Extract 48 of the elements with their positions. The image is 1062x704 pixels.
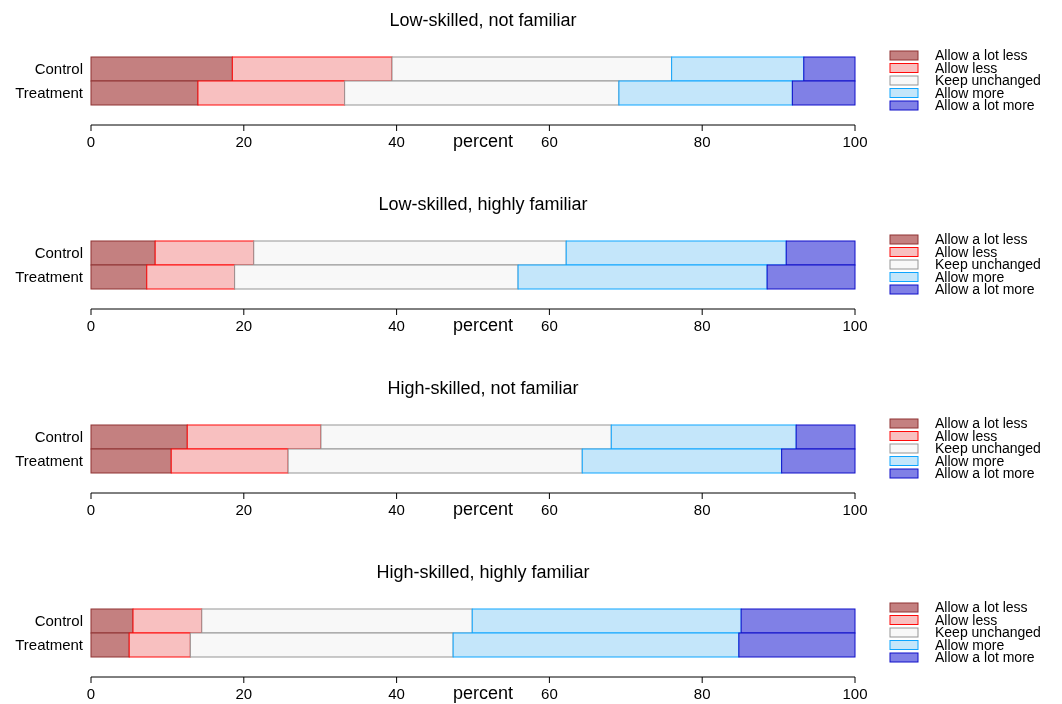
x-tick-label: 80 [693,501,711,518]
x-axis-title: percent [452,131,514,151]
x-axis-title: percent [452,499,514,519]
x-tick-label: 20 [235,317,253,334]
y-tick-label: Treatment [15,268,84,285]
x-tick-label: 60 [541,133,558,150]
y-tick-label: Control [34,60,83,77]
x-tick-label: 0 [86,317,96,334]
y-tick-label: Treatment [15,636,84,653]
legend-label: Allow a lot less [935,231,1028,247]
x-axis-title: percent [452,315,514,335]
x-tick-label: 20 [235,685,253,702]
x-tick-label: 60 [541,317,558,334]
legend-label: Allow a lot more [935,281,1035,297]
x-tick-label: 80 [693,317,711,334]
x-tick-label: 60 [541,685,558,702]
legend-label: Allow a lot less [935,415,1028,431]
chart-title: High-skilled, highly familiar [376,562,590,582]
x-axis-title: percent [452,683,514,703]
x-tick-label: 40 [388,133,405,150]
legend-label: Allow a lot more [935,97,1035,113]
chart-title: High-skilled, not familiar [387,378,579,398]
y-tick-label: Control [34,244,83,261]
y-tick-label: Control [34,612,83,629]
chart-title: Low-skilled, highly familiar [378,194,588,214]
x-tick-label: 0 [86,501,96,518]
x-tick-label: 100 [842,501,868,518]
x-tick-label: 40 [388,685,405,702]
y-tick-label: Control [34,428,83,445]
legend-label: Allow a lot less [935,599,1028,615]
x-tick-label: 100 [842,133,868,150]
y-tick-label: Treatment [15,84,84,101]
x-tick-label: 80 [693,685,711,702]
x-tick-label: 40 [388,501,405,518]
x-tick-label: 20 [235,501,253,518]
x-tick-label: 0 [86,133,96,150]
legend-label: Allow a lot more [935,465,1035,481]
y-tick-label: Treatment [15,452,84,469]
x-tick-label: 60 [541,501,558,518]
x-tick-label: 0 [86,685,96,702]
chart-title: Low-skilled, not familiar [389,10,577,30]
legend-label: Allow a lot less [935,47,1028,63]
x-tick-label: 100 [842,317,868,334]
x-tick-label: 80 [693,133,711,150]
x-tick-label: 100 [842,685,868,702]
x-tick-label: 40 [388,317,405,334]
x-tick-label: 20 [235,133,253,150]
legend-label: Allow a lot more [935,649,1035,665]
